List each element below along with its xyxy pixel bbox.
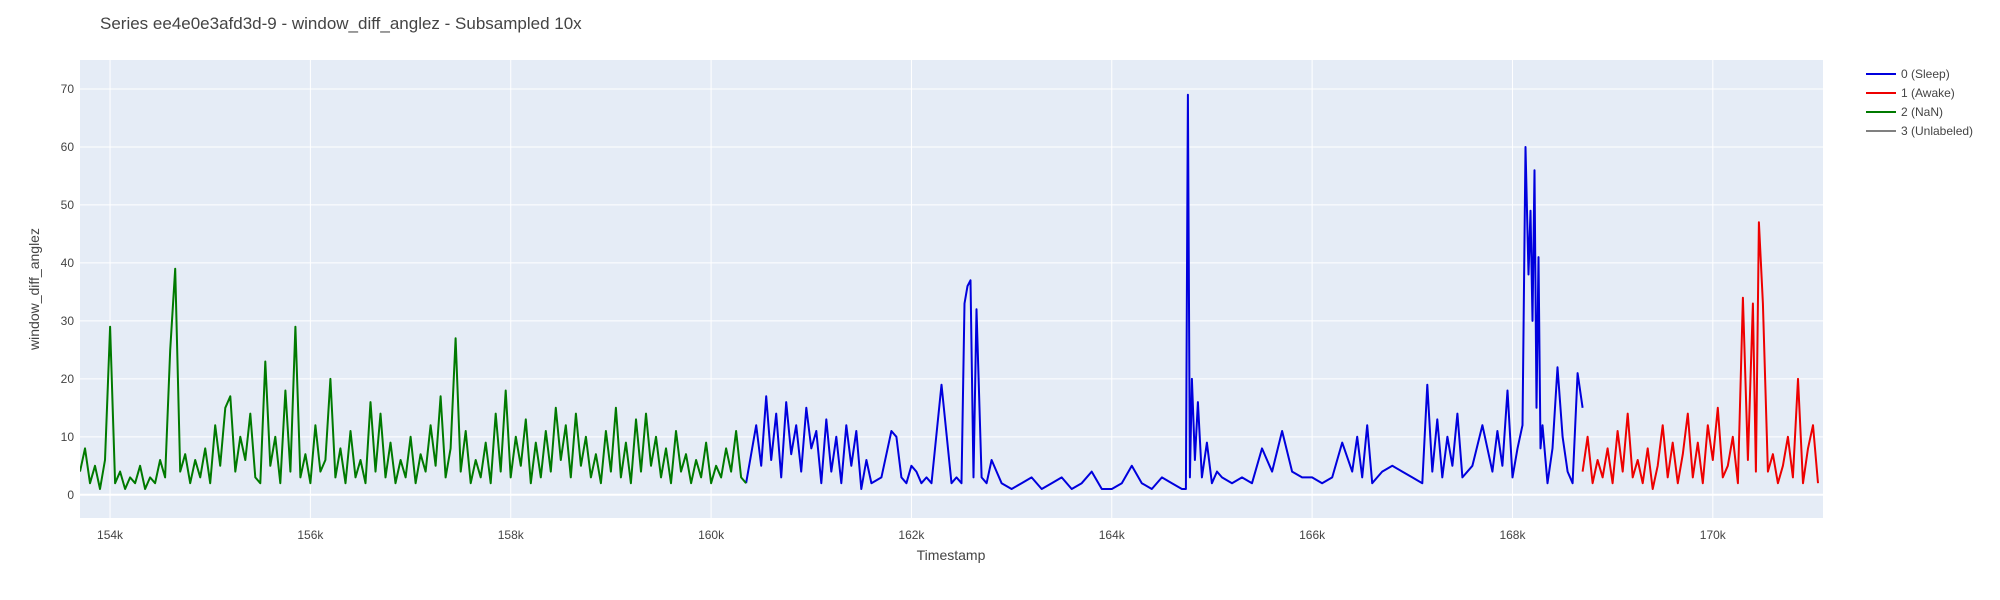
y-axis-label: window_diff_anglez (26, 228, 42, 351)
y-tick-label: 10 (61, 430, 75, 444)
x-axis-label: Timestamp (917, 547, 986, 563)
x-tick-label: 160k (698, 528, 725, 542)
y-tick-label: 0 (67, 488, 74, 502)
series-line-0 (745, 93, 1584, 490)
legend-item[interactable]: 2 (NaN) (1866, 105, 1943, 119)
y-tick-label: 70 (61, 82, 75, 96)
y-tick-label: 60 (61, 140, 75, 154)
legend[interactable]: 0 (Sleep) 1 (Awake) 2 (NaN) 3 (Unlabeled) (1866, 67, 1973, 138)
y-axis-ticks: 0 10 20 30 40 50 60 70 (61, 82, 75, 502)
series-lines (80, 93, 1819, 490)
x-tick-label: 168k (1499, 528, 1526, 542)
legend-item[interactable]: 3 (Unlabeled) (1866, 124, 1973, 138)
x-tick-label: 156k (297, 528, 324, 542)
y-tick-label: 20 (61, 372, 75, 386)
legend-label: 0 (Sleep) (1901, 67, 1950, 81)
grid-lines (80, 60, 1823, 518)
legend-label: 1 (Awake) (1901, 86, 1955, 100)
x-axis-ticks: 154k 156k 158k 160k 162k 164k 166k 168k 170k (97, 528, 1727, 542)
x-tick-label: 162k (898, 528, 925, 542)
y-tick-label: 40 (61, 256, 75, 270)
legend-item[interactable]: 1 (Awake) (1866, 86, 1955, 100)
legend-item[interactable]: 0 (Sleep) (1866, 67, 1950, 81)
x-tick-label: 166k (1299, 528, 1326, 542)
x-tick-label: 164k (1099, 528, 1126, 542)
x-tick-label: 170k (1700, 528, 1727, 542)
x-tick-label: 154k (97, 528, 124, 542)
legend-label: 3 (Unlabeled) (1901, 124, 1973, 138)
y-tick-label: 50 (61, 198, 75, 212)
chart-title: Series ee4e0e3afd3d-9 - window_diff_angl… (100, 14, 582, 33)
y-tick-label: 30 (61, 314, 75, 328)
series-line-2 (80, 267, 747, 490)
x-tick-label: 158k (498, 528, 525, 542)
series-line-1 (1581, 221, 1819, 490)
legend-label: 2 (NaN) (1901, 105, 1943, 119)
